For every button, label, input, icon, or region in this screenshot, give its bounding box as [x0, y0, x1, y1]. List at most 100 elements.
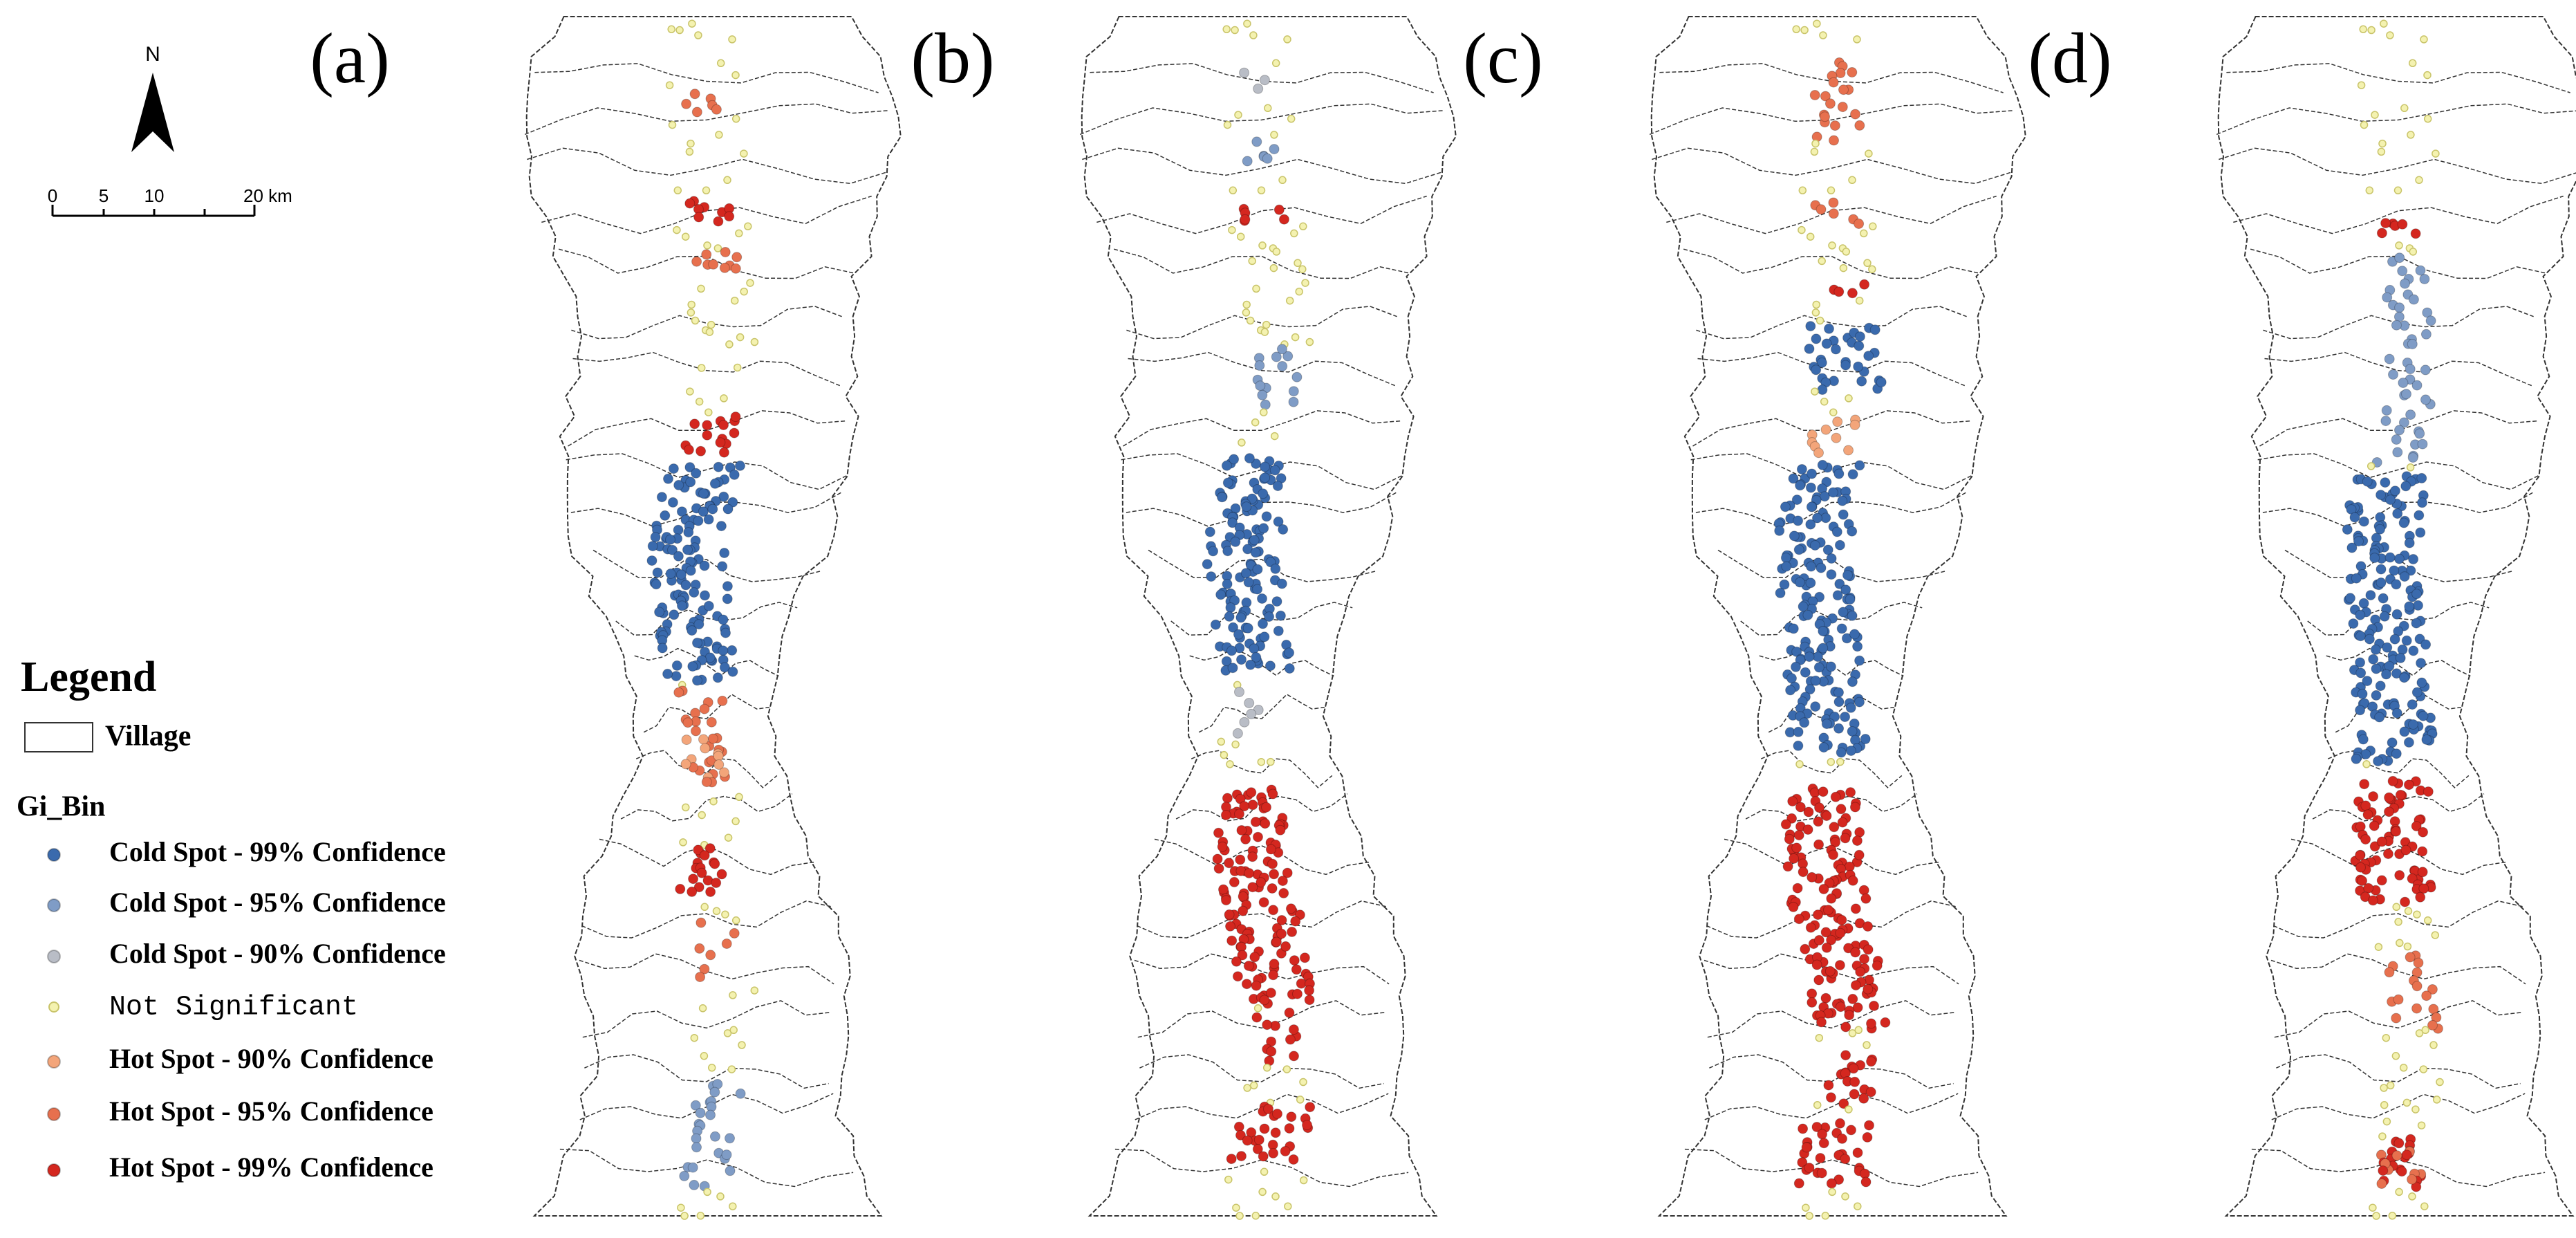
point — [1253, 83, 1264, 94]
point — [1780, 819, 1791, 830]
point — [740, 149, 748, 158]
point — [700, 1052, 709, 1060]
point — [1244, 698, 1255, 708]
point — [1813, 19, 1821, 28]
point — [703, 600, 714, 611]
point — [2380, 19, 2388, 28]
point — [2367, 26, 2376, 35]
point — [1854, 219, 1865, 229]
point — [1812, 300, 1820, 309]
point — [1811, 364, 1822, 376]
point — [1278, 214, 1289, 225]
point — [701, 777, 712, 788]
point — [2405, 409, 2416, 421]
point — [1268, 970, 1279, 981]
legend-symbol — [47, 898, 61, 912]
point — [2380, 477, 2391, 488]
point — [715, 437, 726, 448]
point — [1793, 544, 1804, 555]
point — [1810, 701, 1821, 712]
point — [1795, 654, 1806, 665]
point — [1272, 1109, 1282, 1119]
point — [725, 340, 734, 349]
point — [1779, 579, 1790, 590]
point — [2342, 524, 2353, 535]
point — [2398, 517, 2409, 528]
point — [668, 120, 677, 129]
point — [662, 668, 673, 679]
point — [696, 445, 707, 456]
point — [1793, 914, 1804, 925]
point — [1811, 139, 1820, 148]
point — [1265, 988, 1276, 999]
point — [729, 427, 740, 438]
point — [2415, 527, 2426, 538]
point — [1253, 1134, 1264, 1145]
point — [1819, 31, 1827, 39]
point — [1270, 432, 1279, 441]
point — [695, 397, 704, 406]
point — [2408, 645, 2419, 656]
point — [2404, 537, 2415, 548]
point — [691, 468, 702, 479]
point — [1253, 831, 1263, 842]
point — [1269, 959, 1280, 970]
village-boundary — [2226, 63, 2570, 93]
point — [673, 479, 684, 490]
point — [1285, 903, 1296, 914]
point — [2378, 1132, 2387, 1140]
point — [1869, 222, 1877, 231]
point — [713, 461, 724, 472]
village-boundary — [558, 248, 855, 279]
point — [1828, 849, 1838, 860]
point — [1259, 75, 1270, 86]
point — [1850, 903, 1861, 914]
point — [1251, 1212, 1260, 1220]
village-boundary — [592, 549, 821, 582]
point — [1270, 563, 1281, 574]
point — [713, 750, 724, 761]
village-boundary — [1123, 410, 1401, 447]
point — [1835, 927, 1846, 939]
point — [2357, 876, 2368, 886]
village-boundary — [1191, 750, 1333, 788]
point — [2374, 712, 2385, 723]
point — [2360, 834, 2371, 845]
point — [1791, 495, 1802, 506]
village-boundary — [1121, 453, 1403, 490]
point — [681, 232, 690, 241]
point — [1260, 461, 1270, 472]
point — [2395, 241, 2403, 250]
point — [673, 687, 684, 698]
point — [1302, 1120, 1312, 1131]
point — [1848, 1029, 1857, 1037]
point — [724, 211, 735, 222]
point — [1816, 204, 1827, 215]
point — [675, 883, 686, 894]
point — [1288, 396, 1299, 407]
point — [2407, 339, 2418, 349]
point — [2391, 434, 2402, 445]
village-boundary — [1690, 453, 1972, 490]
point — [1847, 610, 1858, 621]
village-boundary — [1695, 491, 1968, 527]
point — [1220, 810, 1231, 820]
point — [723, 1029, 732, 1037]
village-boundary — [1652, 147, 2011, 185]
point — [1807, 871, 1818, 883]
point — [1272, 481, 1283, 492]
legend-label: Hot Spot - 99% Confidence — [109, 1152, 433, 1183]
point — [673, 551, 684, 562]
point — [2381, 669, 2391, 680]
point — [676, 506, 687, 517]
point — [722, 581, 733, 592]
panel-map — [1079, 16, 1457, 1220]
point — [2377, 147, 2386, 156]
point — [2407, 131, 2415, 139]
point — [1816, 562, 1827, 573]
point — [720, 394, 728, 403]
point — [1836, 914, 1847, 925]
point — [689, 587, 700, 598]
point — [1268, 905, 1279, 916]
point — [2418, 710, 2429, 721]
